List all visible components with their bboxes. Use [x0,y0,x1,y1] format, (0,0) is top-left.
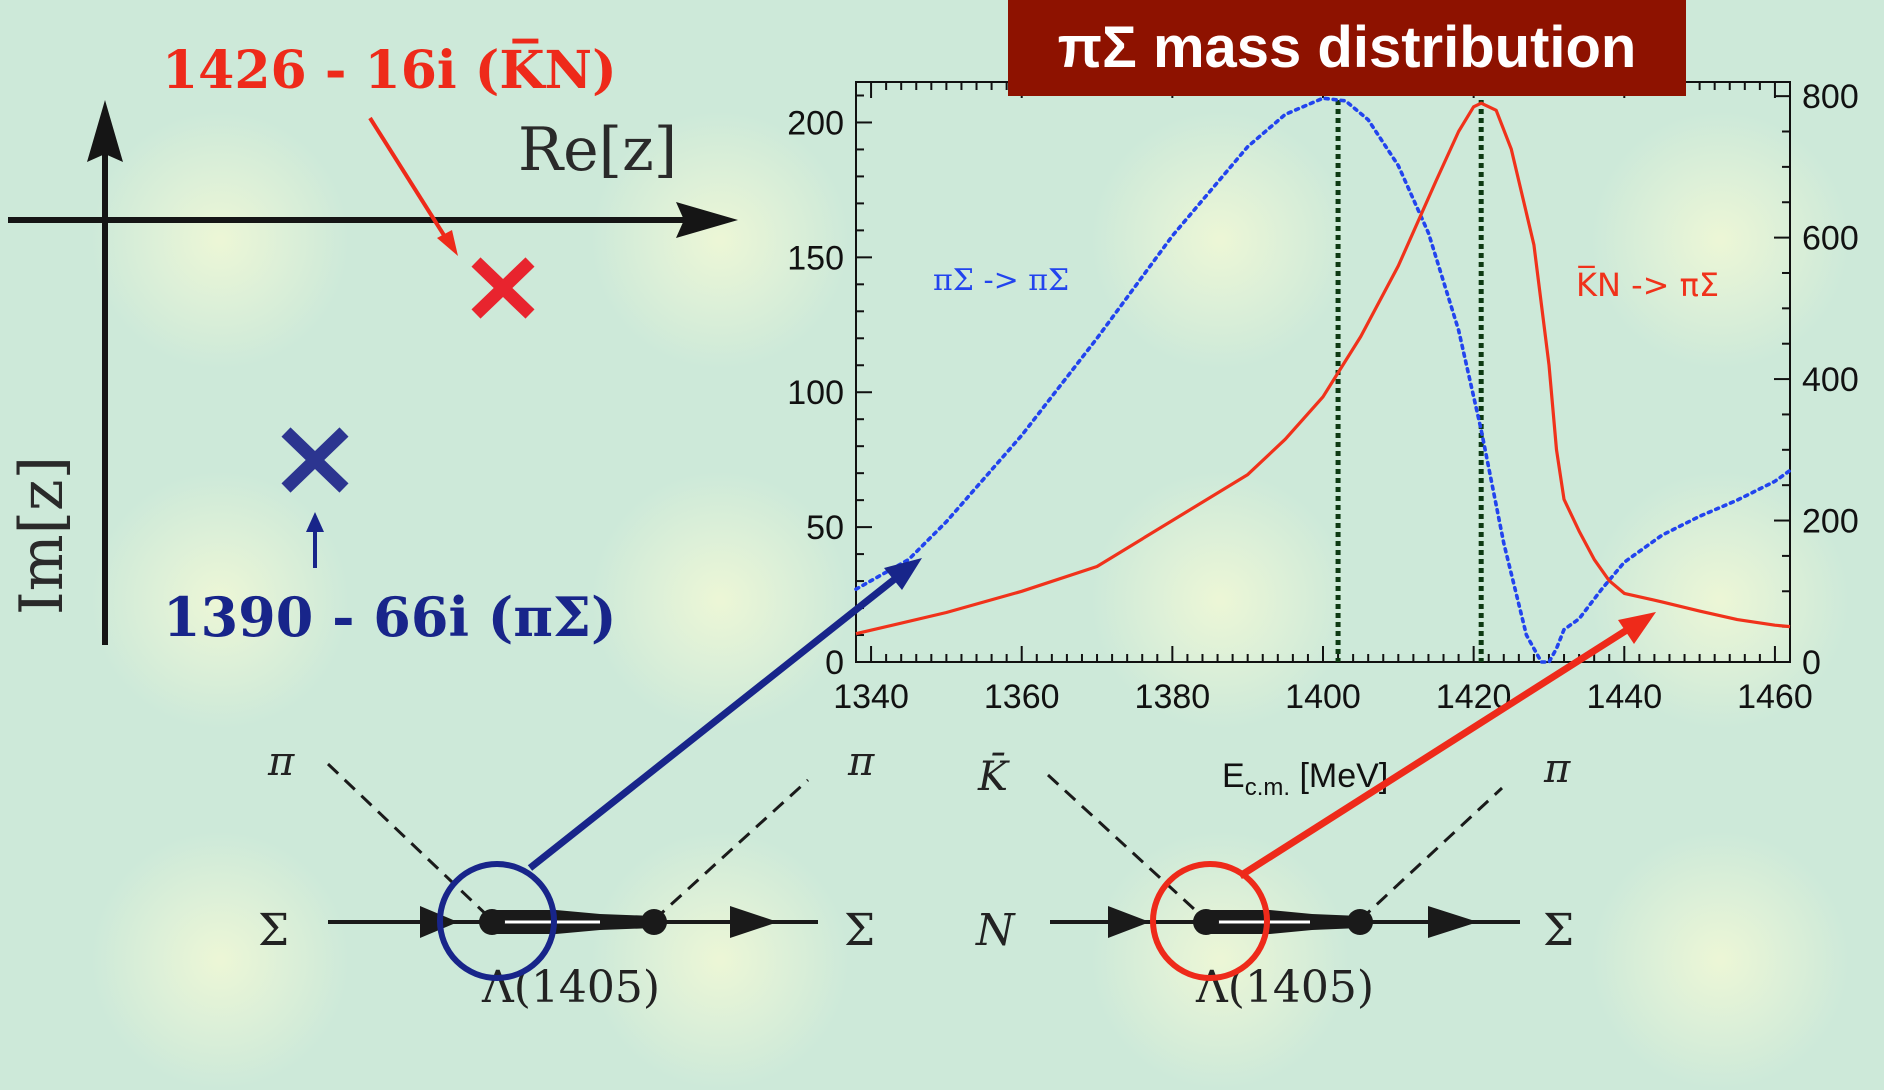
x-tick-label: 1440 [1586,678,1662,716]
diagram-right: K̄ π N Σ Λ(1405) [975,746,1574,1009]
y-tick-label-left: 0 [825,644,844,682]
x-axis-label: Ec.m. [MeV] [1222,757,1388,801]
diagram-left-out-label: Σ [844,905,875,956]
pole-pi-sigma-pointer-head [306,512,324,532]
pole-kbar-n-label: 1426 - 16i (K̅N) [162,39,617,101]
im-axis-arrowhead [87,100,123,162]
connector-arrow-blue-head [884,558,922,590]
pole-pi-sigma-mark [281,427,349,493]
pole-kbar-n-mark [471,257,535,319]
meson-line-out [1358,786,1504,922]
vertex-dot [1193,909,1219,935]
y-tick-label-left: 200 [787,104,844,142]
baryon-arrow-out [730,906,778,938]
series-line-pi-sigma [854,96,1792,664]
y-tick-label-right: 400 [1802,361,1859,399]
x-tick-label: 1460 [1737,678,1813,716]
meson-line-in [326,762,494,922]
series-line-kbar-n [855,101,1791,636]
x-tick-label: 1380 [1135,678,1211,716]
bg-glow [90,110,350,370]
connector-arrow-blue [527,575,899,871]
chart-title: πΣ mass distribution [1008,0,1686,96]
re-axis-label: Re[z] [518,115,677,185]
connector-arrows [527,558,1656,879]
im-axis-label: Im[z] [7,456,77,615]
diagram-right-top-left-label: K̄ [977,753,1010,800]
bg-glow [1090,470,1350,730]
diagram-right-out-label: Σ [1543,905,1574,956]
y-tick-label-right: 600 [1802,220,1859,258]
pole-pi-sigma-label: 1390 - 66i (πΣ) [163,585,617,649]
bg-glow [1590,470,1850,730]
mass-distribution-chart: 1340 1360 1380 1400 1420 1440 1460050100150200… [787,78,1858,801]
baryon-arrow-out [1428,906,1478,938]
baryon-arrow-in [1108,906,1150,938]
figure-canvas: Re[z] Im[z] 1426 - 16i (K̅N) 1390 - 66i … [7,39,1859,1009]
diagram-left-resonance-label: Λ(1405) [481,962,660,1009]
vertex-highlight-circle [437,861,557,981]
plot-frame [855,81,1791,663]
y-tick-label-right: 0 [1802,644,1821,682]
diagram-right-resonance-label: Λ(1405) [1195,962,1374,1009]
diagram-right-in-label: N [975,905,1016,956]
pole-kbar-n-pointer [368,116,449,242]
y-tick-label-right: 800 [1802,78,1859,116]
bg-glow [590,110,850,370]
y-tick-label-left: 100 [787,374,844,412]
vertex-dot [479,909,505,935]
re-axis-arrowhead [676,202,738,238]
meson-line-out [652,778,810,922]
bg-glow [1590,110,1850,370]
bg-glow [90,470,350,730]
diagram-left-top-right-label: π [847,739,875,785]
vertex-dot [641,909,667,935]
bg-glow [1090,110,1350,370]
x-tick-label: 1360 [984,678,1060,716]
series-label-pi-sigma: πΣ -> πΣ [933,263,1069,298]
bg-glow [590,470,850,730]
complex-plane: Re[z] Im[z] 1426 - 16i (K̅N) 1390 - 66i … [7,39,738,649]
x-tick-label: 1400 [1285,678,1361,716]
connector-arrow-red-head [1618,612,1656,644]
diagram-left-top-left-label: π [267,739,295,785]
y-tick-label-right: 200 [1802,503,1859,541]
diagram-left: π π Σ Σ Λ(1405) [258,739,875,1009]
x-tick-label: 1340 [833,678,909,716]
diagram-left-in-label: Σ [258,905,289,956]
series-label-kbar-n: K̅N -> πΣ [1576,265,1719,304]
meson-line-in [1046,773,1208,922]
pole-kbar-n-pointer-head [437,230,458,256]
vertex-dot [1347,909,1373,935]
y-tick-label-left: 150 [787,239,844,277]
vertex-highlight-circle [1150,861,1270,981]
connector-arrow-red [1238,625,1632,879]
y-tick-label-left: 50 [806,509,844,547]
diagram-right-top-right-label: π [1543,746,1571,792]
